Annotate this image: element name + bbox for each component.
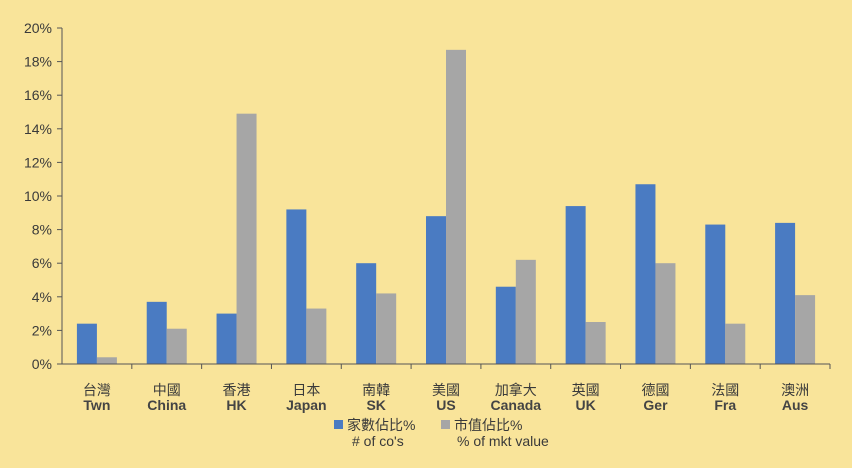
- bar-count-share-japan: [286, 209, 307, 364]
- x-category-label-en: HK: [226, 397, 246, 413]
- x-category-label-en: US: [436, 397, 455, 413]
- x-category-label-en: Canada: [491, 397, 542, 413]
- y-tick-label: 18%: [24, 54, 52, 70]
- bar-value-share-canada: [515, 259, 536, 364]
- y-tick-label: 8%: [32, 222, 52, 238]
- x-category-label-en: China: [147, 397, 186, 413]
- bar-value-share-fra: [725, 323, 746, 364]
- y-tick-label: 6%: [32, 255, 52, 271]
- bars: [76, 49, 816, 365]
- y-tick-label: 20%: [24, 20, 52, 36]
- x-category-label-cn: 法國: [711, 382, 739, 398]
- bar-value-share-aus: [795, 295, 816, 364]
- x-category-label-en: UK: [576, 397, 596, 413]
- bar-value-share-twn: [96, 357, 117, 364]
- bar-value-share-us: [446, 49, 466, 365]
- x-category-label-cn: 香港: [223, 382, 251, 398]
- bar-count-share-sk: [356, 263, 377, 364]
- x-category-label-cn: 加拿大: [495, 382, 537, 398]
- y-tick-label: 12%: [24, 154, 52, 170]
- x-category-label-en: Ger: [643, 397, 668, 413]
- x-category-label-cn: 台灣: [83, 382, 111, 398]
- legend-label-en: % of mkt value: [457, 433, 549, 449]
- bar-count-share-fra: [705, 224, 726, 364]
- bar-count-share-uk: [565, 206, 586, 364]
- x-category-label-cn: 英國: [572, 382, 600, 398]
- bar-count-share-twn: [76, 323, 97, 364]
- bar-value-share-sk: [376, 293, 397, 364]
- y-tick-label: 4%: [32, 289, 52, 305]
- legend-label-cn: 市值佔比%: [454, 417, 522, 433]
- bar-value-share-ger: [655, 263, 676, 364]
- x-category-label-en: SK: [366, 397, 385, 413]
- bar-count-share-china: [146, 301, 167, 364]
- bar-value-share-china: [166, 328, 187, 364]
- legend-label-en: # of co's: [352, 433, 404, 449]
- bar-count-share-us: [426, 216, 446, 364]
- legend: 家數佔比%# of co's 市值佔比%% of mkt value: [334, 417, 549, 449]
- bar-value-share-hk: [236, 113, 257, 365]
- legend-swatch-count-share: [334, 420, 343, 429]
- x-category-label-cn: 美國: [432, 382, 460, 398]
- x-category-label-en: Japan: [286, 397, 326, 413]
- bar-count-share-ger: [635, 184, 656, 364]
- y-tick-label: 0%: [32, 356, 52, 372]
- y-tick-label: 2%: [32, 322, 52, 338]
- x-category-label-en: Aus: [782, 397, 809, 413]
- y-tick-label: 10%: [24, 188, 52, 204]
- y-tick-label: 14%: [24, 121, 52, 137]
- x-category-label-cn: 德國: [641, 382, 669, 398]
- x-category-label-cn: 南韓: [362, 382, 390, 398]
- bar-value-share-uk: [585, 322, 606, 364]
- y-axis: 0% 2% 4% 6% 8% 10% 12% 14% 16% 18% 20%: [24, 20, 63, 372]
- bar-count-share-aus: [775, 222, 796, 364]
- x-category-label-cn: 澳洲: [781, 382, 809, 398]
- legend-label-cn: 家數佔比%: [347, 417, 415, 433]
- bar-value-share-japan: [306, 308, 327, 364]
- x-category-label-en: Twn: [83, 397, 110, 413]
- x-category-label-en: Fra: [714, 397, 736, 413]
- x-category-label-cn: 日本: [292, 382, 320, 398]
- bar-count-share-canada: [495, 286, 516, 364]
- bar-count-share-hk: [216, 313, 237, 364]
- x-category-label-cn: 中國: [153, 382, 181, 398]
- legend-swatch-value-share: [441, 420, 450, 429]
- y-tick-label: 16%: [24, 87, 52, 103]
